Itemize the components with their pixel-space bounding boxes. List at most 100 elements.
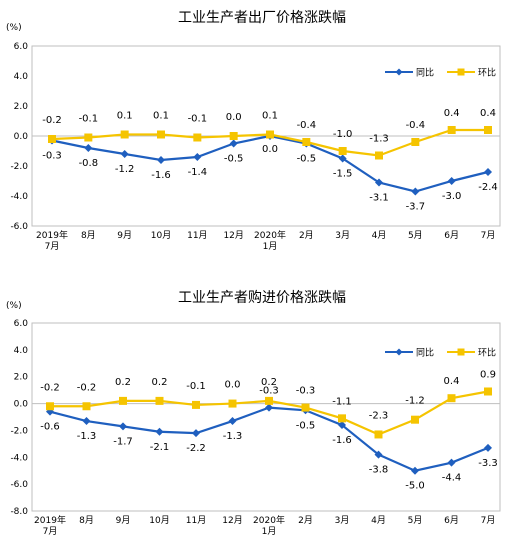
chart-1-series-2-data-label: -1.3 bbox=[369, 134, 389, 145]
chart-2-xtick-label-line: 2月 bbox=[298, 515, 313, 526]
chart-2-ytick-label: 0.0 bbox=[14, 400, 29, 410]
chart-1-xtick-label: 7月 bbox=[481, 230, 496, 241]
chart-2-series-2-point bbox=[82, 402, 91, 411]
chart-2-series-1-data-label: -3.8 bbox=[369, 465, 389, 476]
chart-1-xtick-label: 6月 bbox=[444, 230, 459, 241]
chart-2-series-1-point bbox=[265, 403, 273, 412]
chart-2-series-2-point bbox=[447, 394, 456, 403]
chart-2-legend-marker-1 bbox=[395, 348, 403, 356]
chart-1-series-1-data-label: -1.5 bbox=[333, 169, 353, 180]
chart-2-series-1-point bbox=[484, 443, 492, 452]
chart-1-legend-label-1: 同比 bbox=[416, 67, 434, 79]
chart-1-series-1-data-label: -3.1 bbox=[369, 193, 389, 204]
chart-2-series-2-point bbox=[228, 399, 237, 408]
chart-2-series-1-data-label: -0.5 bbox=[296, 420, 316, 431]
chart-2-series-1-point bbox=[338, 421, 346, 430]
chart-1-series-2-data-label: -0.4 bbox=[297, 120, 317, 131]
chart-2-xtick-label: 4月 bbox=[371, 515, 386, 526]
chart-1-series-2-point bbox=[411, 138, 420, 146]
chart-1-title: 工业生产者出厂价格涨跌幅 bbox=[178, 10, 346, 26]
chart-2-series-1-point bbox=[119, 422, 127, 431]
chart-1-series-2-data-label: 0.1 bbox=[153, 111, 169, 122]
chart-2-series-1-data-label: -3.3 bbox=[478, 458, 498, 469]
chart-2-ytick-label: -8.0 bbox=[10, 507, 28, 517]
chart-1-series-2-data-label: 0.4 bbox=[480, 108, 496, 119]
chart-1-xtick-label-line: 2020年 bbox=[254, 229, 286, 241]
chart-1-series-2-point bbox=[302, 138, 311, 146]
chart-1-xtick-label-line: 5月 bbox=[408, 230, 423, 241]
chart-1-series-2-data-label: -0.4 bbox=[406, 120, 426, 131]
chart-1-series-1-data-label: -1.2 bbox=[115, 164, 135, 175]
chart-1-xtick-label-line: 6月 bbox=[444, 230, 459, 241]
chart-2-series-1-point bbox=[374, 450, 383, 459]
chart-2-xtick-label: 12月 bbox=[222, 515, 242, 526]
chart-purchase-price: 工业生产者购进价格涨跌幅 (%) 6.0 4.0 2.0 0.0 -2.0 -4.0 -6.0 -… bbox=[0, 282, 508, 543]
chart-2-xtick-label: 2020年 1月 bbox=[253, 514, 285, 537]
chart-2-xtick-label: 5月 bbox=[408, 515, 423, 526]
chart-2-xtick-label-line: 2020年 bbox=[253, 514, 285, 526]
chart-2-series-2-data-label: -0.2 bbox=[40, 382, 60, 393]
chart-1-series-2-point bbox=[484, 126, 492, 134]
chart-2-legend-label-1: 同比 bbox=[416, 347, 434, 359]
chart-2-series-1-data-label: -1.7 bbox=[113, 436, 133, 447]
chart-1-series-1-point bbox=[157, 156, 165, 164]
chart-2-series-1-data-label: -5.0 bbox=[405, 481, 425, 492]
chart-1-series-1-data-label: -3.7 bbox=[406, 202, 426, 213]
chart-2-series-2-point bbox=[374, 430, 383, 439]
chart-1-series-1-data-label: -0.5 bbox=[224, 154, 244, 165]
chart-1-series-2-data-label: -0.2 bbox=[42, 115, 62, 126]
chart-1-series-1-point bbox=[229, 139, 238, 148]
chart-1-xtick-label: 2019年 7月 bbox=[36, 229, 68, 252]
chart-2-xtick-label: 9月 bbox=[116, 515, 131, 526]
chart-1-series-1-point bbox=[193, 153, 202, 161]
chart-2-unit: (%) bbox=[6, 301, 22, 311]
chart-2-xtick-label: 2019年 7月 bbox=[34, 514, 66, 537]
chart-1-legend-marker-2 bbox=[457, 68, 465, 76]
chart-1-series-1-data-label: -1.6 bbox=[151, 170, 171, 181]
chart-1-unit: (%) bbox=[6, 23, 22, 33]
chart-1-ytick-label: -6.0 bbox=[10, 222, 28, 232]
chart-2-ytick-label: 2.0 bbox=[14, 373, 29, 383]
chart-2-legend-marker-2 bbox=[457, 348, 465, 356]
chart-1-series-1-point bbox=[120, 150, 129, 158]
chart-1-ytick-label: -4.0 bbox=[10, 192, 28, 202]
chart-1-series-2-point bbox=[84, 133, 93, 142]
chart-2-series-1-data-label: -2.2 bbox=[186, 443, 206, 454]
chart-1-ytick-label: 4.0 bbox=[14, 72, 29, 82]
chart-1-series-1-data-label: -2.4 bbox=[478, 182, 498, 193]
chart-2-series-1-point bbox=[155, 427, 164, 436]
chart-2-series-2-data-label: -0.3 bbox=[296, 386, 316, 397]
chart-2-xtick-label-line: 7月 bbox=[481, 515, 496, 526]
chart-2-series-2-data-label: -0.1 bbox=[186, 381, 206, 392]
chart-2-xtick-label-line: 11月 bbox=[186, 515, 206, 526]
chart-2-xtick-label-line: 12月 bbox=[222, 515, 242, 526]
chart-2-xtick-label-line: 7月 bbox=[43, 526, 58, 537]
chart-1-xtick-label-line: 12月 bbox=[223, 230, 243, 241]
chart-2-series-2-data-label: -2.3 bbox=[369, 410, 389, 421]
chart-2-series-1-data-label: -0.6 bbox=[40, 422, 60, 433]
chart-1-series-2-data-label: 0.1 bbox=[262, 111, 278, 122]
chart-2-xtick-label-line: 10月 bbox=[149, 515, 169, 526]
chart-2-xtick-label: 10月 bbox=[149, 515, 169, 526]
chart-2-series-1-point bbox=[192, 429, 200, 438]
chart-2-series-1-data-label: -4.4 bbox=[442, 473, 462, 484]
chart-2-xtick-label: 7月 bbox=[481, 515, 496, 526]
chart-1-series-2-point bbox=[229, 132, 238, 140]
chart-1-xtick-label-line: 9月 bbox=[117, 230, 132, 241]
chart-1-xtick-label-line: 10月 bbox=[151, 230, 171, 241]
chart-1-series-1-point bbox=[375, 178, 383, 187]
chart-2-series-2-data-label: 0.0 bbox=[225, 380, 241, 391]
chart-2-xtick-label-line: 3月 bbox=[335, 515, 350, 526]
chart-2-series-2-data-label: 0.4 bbox=[444, 376, 460, 387]
chart-1-xtick-label: 5月 bbox=[408, 230, 423, 241]
chart-1-series-2-data-label: 0.4 bbox=[444, 108, 460, 119]
chart-2-series-1-point bbox=[411, 466, 419, 475]
chart-1-ytick-label: -2.0 bbox=[10, 162, 28, 172]
chart-2-series-1-data-label: -1.6 bbox=[332, 435, 352, 446]
chart-2-series-2-point bbox=[411, 415, 419, 424]
chart-1-xtick-label-line: 8月 bbox=[81, 230, 96, 241]
chart-1-series-1-data-label: -0.3 bbox=[42, 151, 62, 162]
chart-2-series-1-data-label: -2.1 bbox=[150, 442, 170, 453]
chart-1-series-2-data-label: 0.1 bbox=[117, 111, 133, 122]
chart-2-series-1-point bbox=[82, 417, 91, 426]
